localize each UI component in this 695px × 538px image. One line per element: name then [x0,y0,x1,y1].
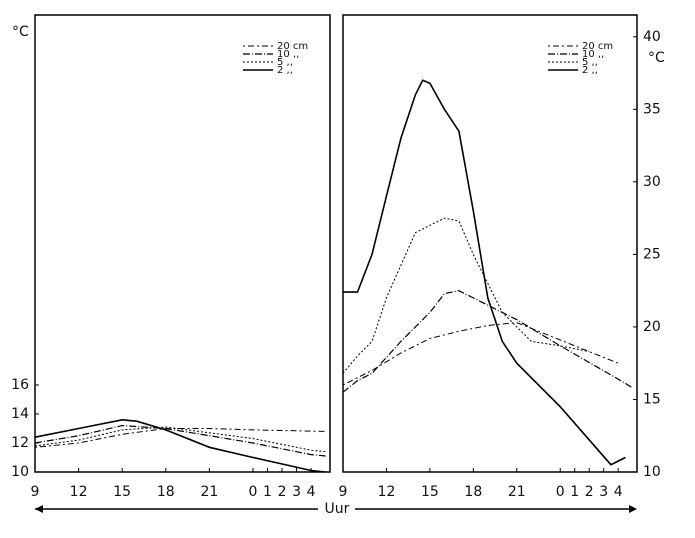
x-label: Uur [325,501,350,517]
x-tick-label: 21 [508,484,526,500]
x-tick-label: 3 [292,484,301,500]
x-tick-label: 4 [307,484,316,500]
left-frame [34,14,331,473]
x-tick-label: 1 [570,484,579,500]
x-tick-label: 1 [263,484,272,500]
y-tick-label: 15 [643,391,661,407]
legend-label: 2 ,, [582,65,598,76]
y-tick-label: 16 [11,377,29,393]
y-tick-label: 10 [11,464,29,480]
x-tick-label: 18 [157,484,175,500]
legend-label: 20 cm [277,41,308,52]
y-label: °C [648,50,665,66]
y-tick-label: 30 [643,174,661,190]
x-tick-label: 3 [599,484,608,500]
x-tick-label: 12 [378,484,396,500]
y-tick-label: 10 [643,464,661,480]
x-tick-label: 21 [200,484,218,500]
series-line [342,290,634,393]
legend-label: 2 ,, [277,65,293,76]
legend-label: 5 ,, [582,57,598,68]
x-tick-label: 0 [249,484,258,500]
x-tick-label: 2 [278,484,287,500]
x-tick-label: 18 [464,484,482,500]
x-tick-label: 15 [113,484,131,500]
x-tick-label: 9 [339,484,348,500]
legend-label: 5 ,, [277,57,293,68]
series-line [342,217,590,374]
legend-label: 20 cm [582,41,613,52]
series-line [342,322,619,386]
y-tick-label: 12 [11,435,29,451]
y-tick-label: 25 [643,246,661,262]
y-tick-label: 35 [643,101,661,117]
x-tick-label: 2 [585,484,594,500]
legend-label: 10 ,, [277,49,299,60]
x-tick-label: 15 [421,484,439,500]
legend-label: 10 ,, [582,49,604,60]
x-tick-label: 12 [70,484,88,500]
series-line [34,418,326,473]
x-tick-label: 4 [614,484,623,500]
y-tick-label: 40 [643,29,661,45]
y-label: °C [12,24,29,40]
series-line [34,426,326,453]
y-tick-label: 14 [11,406,29,422]
series-line [343,79,626,466]
y-tick-label: 20 [643,319,661,335]
x-tick-label: 9 [31,484,40,500]
right-frame [342,14,638,473]
x-tick-label: 0 [556,484,565,500]
series-line [34,424,326,457]
